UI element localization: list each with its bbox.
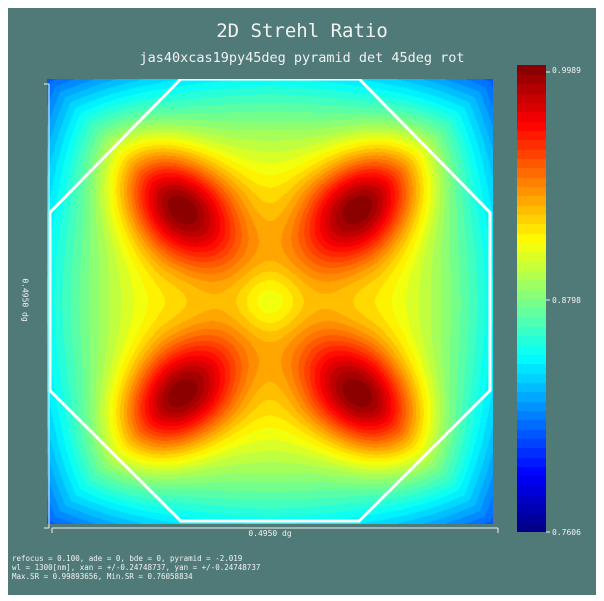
field-overlay [48, 79, 492, 523]
chart-subtitle: jas40xcas19py45deg pyramid det 45deg rot [139, 50, 465, 66]
x-axis-label: 0.4950 dg [248, 529, 292, 538]
annotation-line-1: refocus = 0.100, ade = 0, bde = 0, pyram… [12, 554, 243, 563]
colorbar-min-label: 0.7606 [552, 528, 581, 537]
annotation-line-3: Max.SR = 0.99893656, Min.SR = 0.76058834 [12, 572, 193, 581]
chart-title: 2D Strehl Ratio [216, 20, 388, 42]
colorbar-mid-label: 0.8798 [552, 296, 581, 305]
strehl-heatmap [47, 79, 493, 524]
y-axis-label: 0.4950 dg [20, 278, 30, 322]
annotation-line-2: wl = 1300[nm], xan = +/-0.24748737, yan … [12, 563, 261, 572]
octagon-outline [48, 79, 492, 523]
colorbar-max-label: 0.9989 [552, 66, 581, 75]
colorbar-ticks [546, 71, 550, 533]
colorbar [517, 65, 546, 532]
colorbar-gradient [517, 65, 546, 532]
plot-area [47, 79, 493, 524]
